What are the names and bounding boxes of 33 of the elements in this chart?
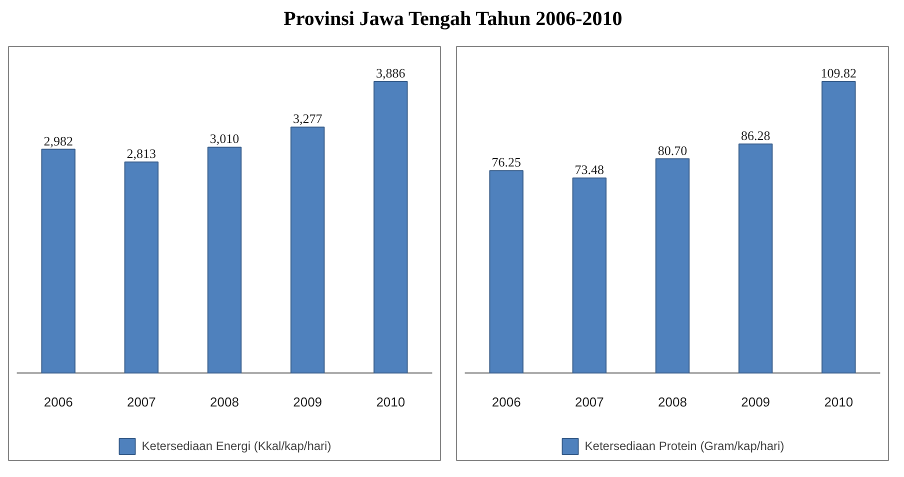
legend-label: Ketersediaan Protein (Gram/kap/hari) [584, 439, 784, 453]
data-label: 3,010 [210, 131, 240, 146]
x-tick-label: 2008 [658, 394, 687, 410]
bar [489, 170, 524, 374]
x-tick-label: 2010 [376, 394, 406, 410]
bar [822, 80, 856, 374]
bar [290, 126, 325, 374]
bar [572, 177, 607, 374]
x-tick-label: 2006 [44, 394, 73, 410]
x-tick-label: 2007 [126, 394, 156, 410]
bar [655, 158, 690, 374]
data-label: 80.70 [658, 142, 688, 158]
data-label: 3,886 [376, 65, 406, 80]
data-label: 2,982 [44, 133, 73, 148]
legend-label: Ketersediaan Energi (Kkal/kap/hari) [142, 439, 332, 453]
data-label: 73.48 [574, 162, 604, 177]
data-label: 3,277 [292, 111, 323, 126]
x-tick-label: 2009 [293, 394, 322, 410]
x-tick-label: 2010 [824, 394, 854, 410]
bar [207, 146, 242, 374]
x-tick-label: 2008 [210, 394, 239, 410]
chart-title: Provinsi Jawa Tengah Tahun 2006-2010 [284, 7, 622, 32]
x-tick-label: 2006 [492, 394, 521, 410]
data-label: 76.25 [492, 154, 521, 170]
bar [374, 80, 408, 374]
data-label: 86.28 [740, 128, 770, 143]
x-tick-label: 2009 [741, 394, 770, 410]
bar [41, 148, 76, 374]
x-tick-label: 2007 [574, 394, 604, 410]
bar [738, 143, 773, 374]
data-label: 2,813 [126, 146, 156, 161]
bar [124, 161, 159, 374]
data-label: 109.82 [820, 65, 857, 80]
